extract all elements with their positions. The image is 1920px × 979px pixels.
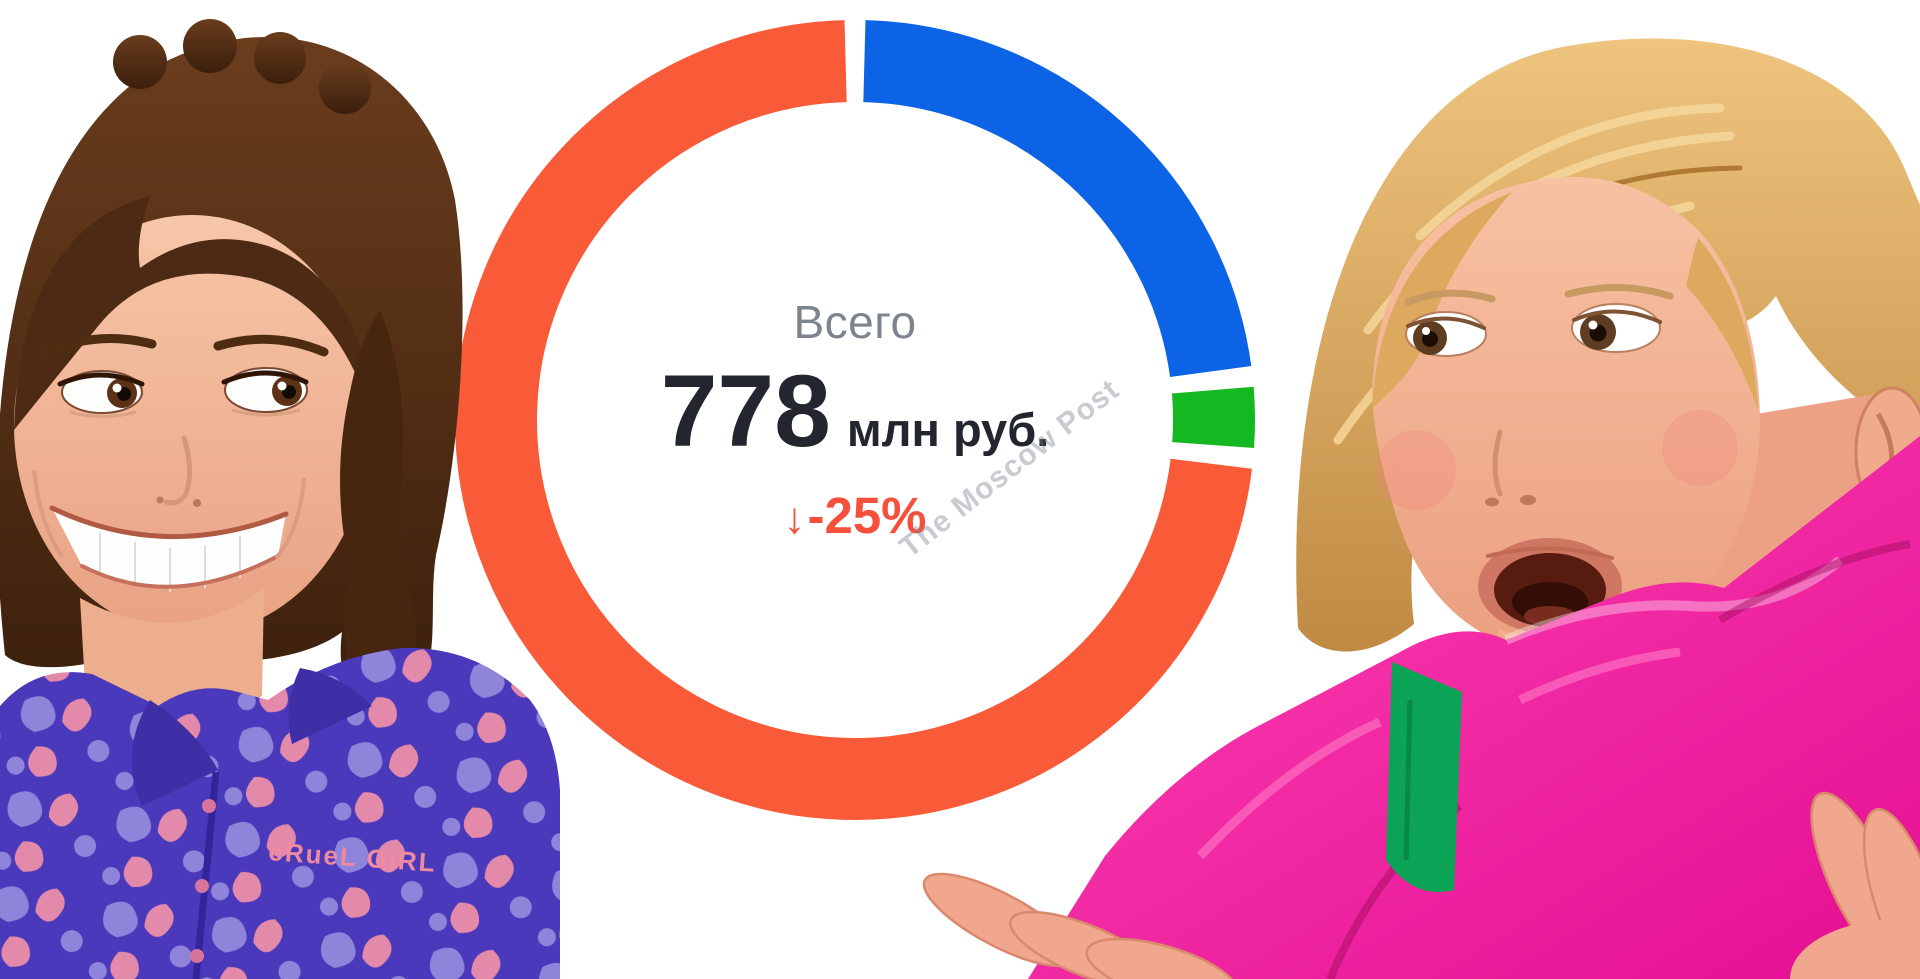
left-girl-eyebrows [43,334,329,357]
right-girl-blush-left [1376,430,1456,510]
left-girl-illustration: cRueL GiRL [0,19,560,979]
right-girl-green-shirt [1386,662,1462,892]
right-girl-hand-2 [1790,791,1920,979]
right-girl-eyes [1405,303,1662,357]
left-girl-neck [80,588,264,721]
right-girl-eyebrows [1404,283,1674,306]
segment-orange [455,20,1252,820]
left-girl-eyes [57,367,309,418]
segment-blue [862,20,1252,378]
right-girl-blush-right [1662,410,1738,486]
right-girl-illustration [922,38,1920,979]
right-girl-hand [922,872,1239,979]
right-girl-jacket [1028,436,1920,979]
left-girl-hair-lock [340,310,416,705]
right-girl-hair-temple [1686,238,1758,410]
segment-green [1171,386,1256,449]
right-girl-hair-fringe [1372,192,1512,408]
donut-arcs [455,20,1256,820]
left-girl-hair-fringe [14,196,376,430]
left-girl-shirt: cRueL GiRL [0,647,560,979]
right-girl-nose [1485,429,1536,507]
left-girl-grin [32,469,306,631]
left-girl-nose [156,435,201,507]
